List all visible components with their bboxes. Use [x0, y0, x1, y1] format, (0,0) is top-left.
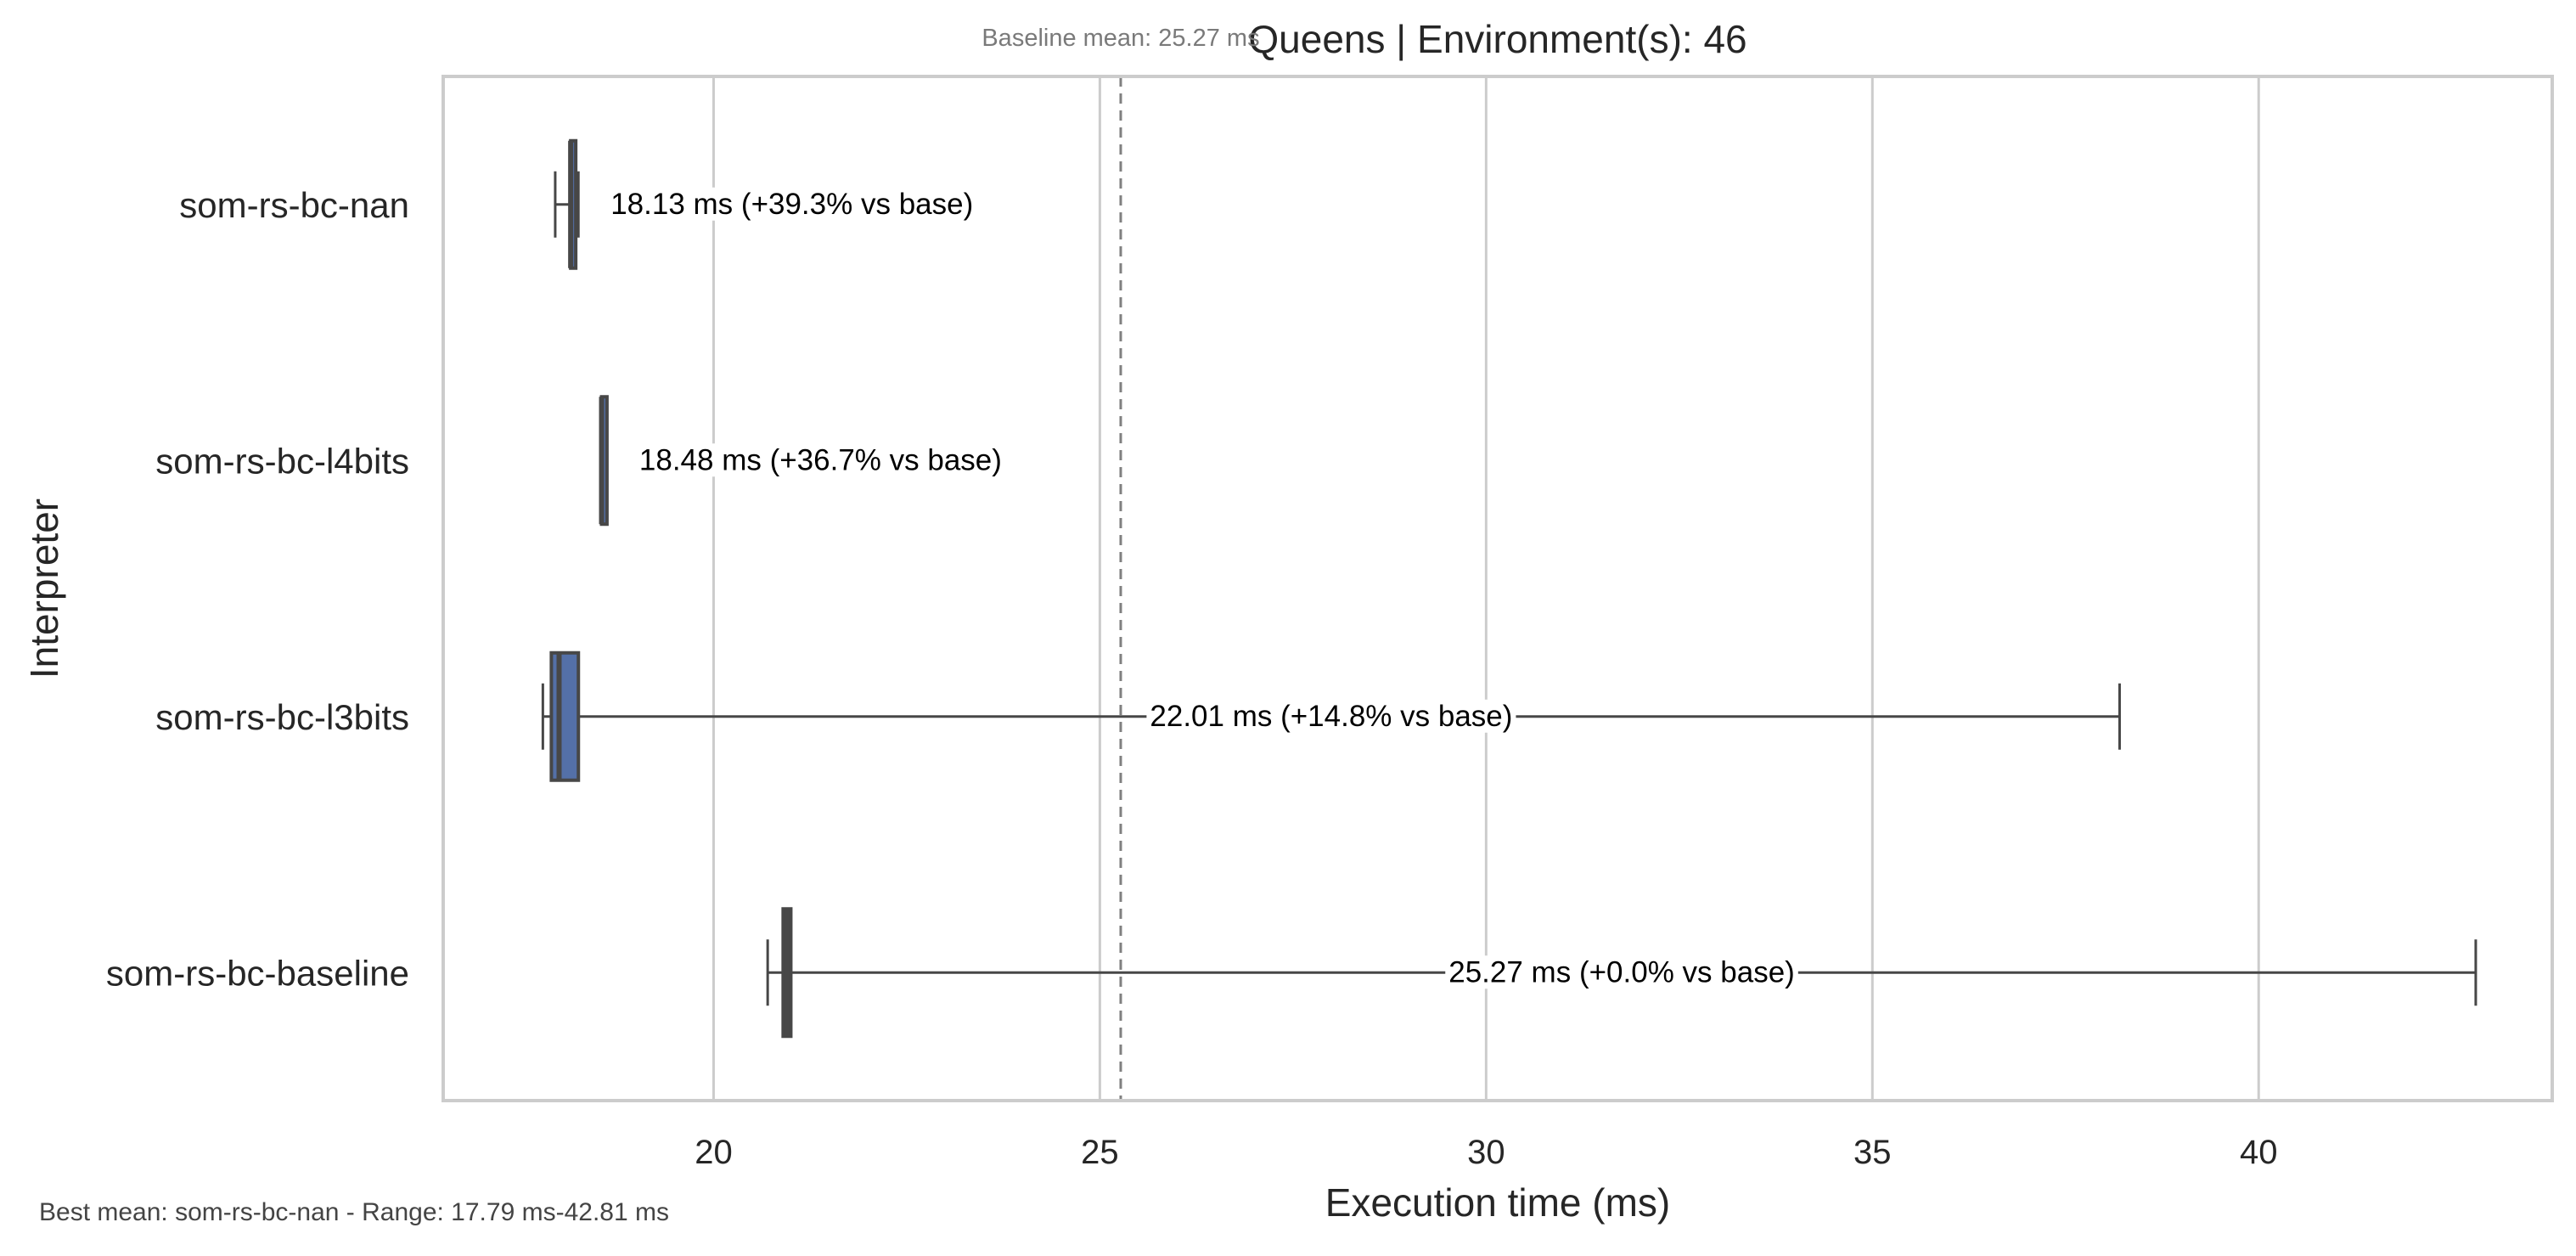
box-body-som-rs-bc-l3bits	[549, 651, 581, 782]
footnote: Best mean: som-rs-bc-nan - Range: 17.79 …	[39, 1198, 669, 1226]
data-label-bg-som-rs-bc-l3bits	[1146, 699, 1516, 733]
y-category-label-som-rs-bc-l3bits: som-rs-bc-l3bits	[155, 697, 409, 737]
data-label-som-rs-bc-nan: 18.13 ms (+39.3% vs base)	[607, 187, 977, 221]
y-category-label-som-rs-bc-nan: som-rs-bc-nan	[179, 185, 409, 225]
box-som-rs-bc-nan	[554, 138, 580, 270]
data-label-som-rs-bc-baseline: 25.27 ms (+0.0% vs base)	[1445, 955, 1798, 989]
data-label-bg-som-rs-bc-baseline	[1445, 955, 1798, 989]
data-label-som-rs-bc-l3bits: 22.01 ms (+14.8% vs base)	[1146, 699, 1516, 733]
x-tick-label-30: 30	[1467, 1134, 1505, 1171]
y-category-label-som-rs-bc-l4bits: som-rs-bc-l4bits	[155, 441, 409, 481]
data-label-bg-som-rs-bc-nan	[607, 187, 977, 221]
data-label-text-som-rs-bc-nan: 18.13 ms (+39.3% vs base)	[610, 188, 973, 221]
x-tick-label-35: 35	[1853, 1134, 1892, 1171]
data-label-bg-som-rs-bc-l4bits	[635, 443, 1005, 477]
x-tick-label-20: 20	[695, 1134, 733, 1171]
data-label-text-som-rs-bc-l3bits: 22.01 ms (+14.8% vs base)	[1150, 700, 1512, 733]
plot-frame	[442, 75, 2554, 1102]
y-axis-label: Interpreter	[22, 498, 66, 679]
tick-label-layer: 20 25 30 35 40	[695, 1134, 2277, 1171]
x-axis-label: Execution time (ms)	[1325, 1180, 1670, 1225]
box-layer	[541, 138, 2478, 1039]
y-category-label-som-rs-bc-baseline: som-rs-bc-baseline	[106, 953, 409, 993]
data-label-layer: 18.13 ms (+39.3% vs base) 18.48 ms (+36.7…	[607, 187, 1798, 989]
reference-line-label: Baseline mean: 25.27 ms	[981, 25, 1259, 52]
data-label-som-rs-bc-l4bits: 18.48 ms (+36.7% vs base)	[635, 443, 1005, 477]
x-tick-label-25: 25	[1081, 1134, 1119, 1171]
grid-layer	[711, 76, 2260, 1101]
data-label-text-som-rs-bc-baseline: 25.27 ms (+0.0% vs base)	[1448, 955, 1795, 988]
data-label-text-som-rs-bc-l4bits: 18.48 ms (+36.7% vs base)	[639, 443, 1002, 476]
chart-title: Queens | Environment(s): 46	[1248, 17, 1746, 61]
x-tick-label-40: 40	[2240, 1134, 2278, 1171]
box-som-rs-bc-l4bits	[599, 395, 609, 527]
category-label-layer: som-rs-bc-nan som-rs-bc-l4bits som-rs-bc-l…	[106, 185, 409, 994]
